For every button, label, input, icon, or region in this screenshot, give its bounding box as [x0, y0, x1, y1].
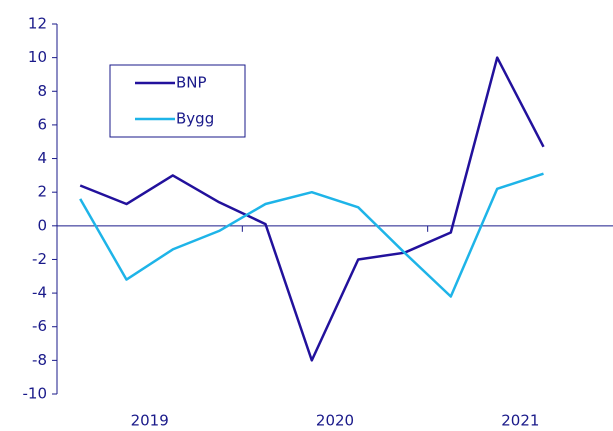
y-tick-label: 12: [28, 15, 47, 33]
x-tick-label: 2019: [131, 412, 169, 430]
y-tick-label: -4: [32, 284, 47, 302]
y-tick-label: 10: [28, 48, 47, 66]
y-tick-label: -10: [23, 385, 48, 403]
y-tick-label: 2: [37, 183, 47, 201]
x-tick-label: 2020: [316, 412, 354, 430]
legend-label: BNP: [176, 74, 207, 92]
series-line: [79, 172, 544, 298]
y-tick-label: 4: [37, 149, 47, 167]
series-line: [79, 56, 545, 362]
y-tick-label: -8: [32, 351, 47, 369]
y-tick-label: 8: [37, 82, 47, 100]
x-tick-label: 2021: [501, 412, 539, 430]
legend-box: [109, 64, 246, 138]
y-tick-label: 0: [37, 216, 47, 234]
y-tick-label: 6: [37, 115, 47, 133]
y-tick-label: -2: [32, 250, 47, 268]
legend-label: Bygg: [176, 110, 214, 128]
y-tick-label: -6: [32, 317, 47, 335]
